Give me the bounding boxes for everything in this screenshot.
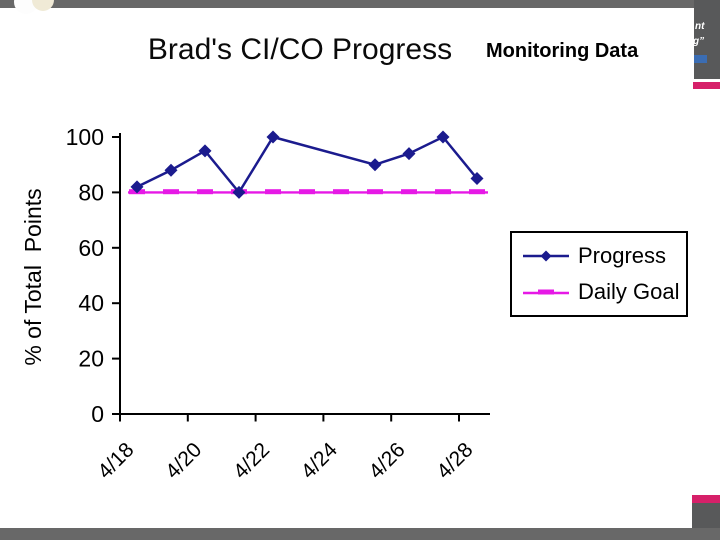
svg-text:80: 80 xyxy=(78,179,104,205)
daily-goal-series xyxy=(128,189,488,195)
svg-text:0: 0 xyxy=(91,401,104,427)
x-axis-ticks: 4/18 4/20 4/22 4/24 4/26 4/28 xyxy=(93,414,478,483)
progress-series-marker-icon xyxy=(523,250,569,262)
y-axis-title: % of Total Points xyxy=(20,188,46,366)
legend-item-progress: Progress xyxy=(522,243,686,269)
logo-circle-icon xyxy=(32,0,54,11)
bottom-frame-bar xyxy=(0,528,720,540)
svg-text:4/24: 4/24 xyxy=(297,438,342,483)
clipped-quote-text: g” xyxy=(693,36,705,47)
svg-text:4/28: 4/28 xyxy=(432,438,477,483)
chart-legend: Progress Daily Goal xyxy=(510,231,688,317)
svg-text:20: 20 xyxy=(78,346,104,372)
hyperlink-underline-mark xyxy=(694,55,707,63)
svg-text:4/22: 4/22 xyxy=(229,438,274,483)
svg-text:4/26: 4/26 xyxy=(365,438,410,483)
y-axis-ticks: 0 20 40 60 80 100 xyxy=(66,124,120,427)
svg-text:4/20: 4/20 xyxy=(161,438,206,483)
svg-text:100: 100 xyxy=(66,124,104,150)
top-right-corner-block xyxy=(694,0,720,79)
top-frame-bar xyxy=(0,0,720,8)
bottom-right-accent-bar xyxy=(692,495,720,503)
chart-title: Brad's CI/CO Progress xyxy=(147,33,453,66)
svg-text:40: 40 xyxy=(78,290,104,316)
progress-series xyxy=(130,130,484,199)
legend-label-progress: Progress xyxy=(578,243,667,268)
svg-text:4/18: 4/18 xyxy=(93,438,138,483)
legend-item-daily-goal: Daily Goal xyxy=(522,279,686,305)
svg-text:60: 60 xyxy=(78,235,104,261)
slide-title: Monitoring Data xyxy=(486,40,639,62)
daily-goal-series-marker-icon xyxy=(523,289,569,295)
clipped-quote-text: nt xyxy=(695,21,705,32)
top-right-accent-bar xyxy=(693,82,720,89)
legend-label-daily-goal: Daily Goal xyxy=(578,279,680,304)
